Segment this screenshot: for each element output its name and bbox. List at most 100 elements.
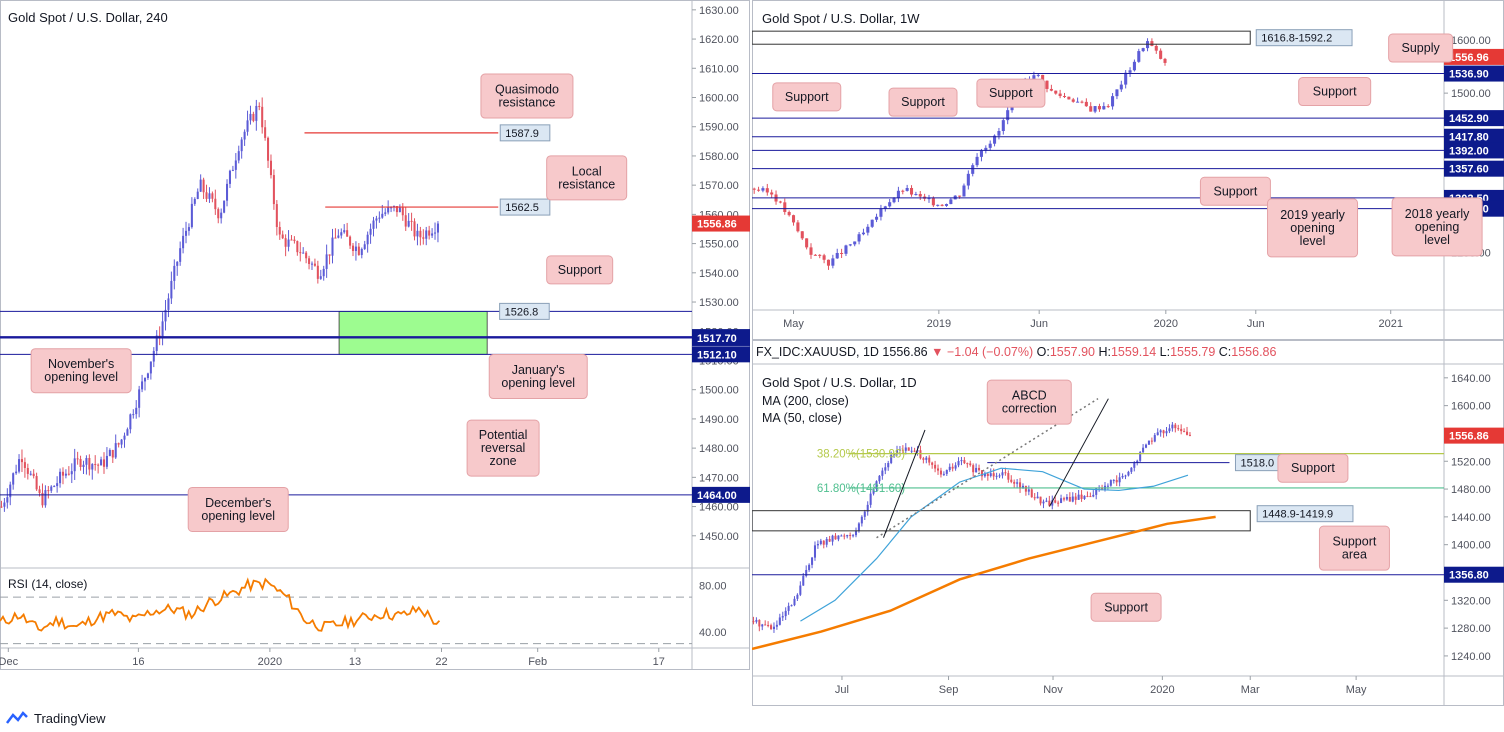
candle-body — [18, 459, 21, 472]
candle-body — [969, 463, 972, 466]
candle-body — [966, 463, 969, 465]
candle-body — [1057, 502, 1060, 504]
candle-body — [428, 230, 431, 236]
candle-body — [1051, 500, 1054, 506]
candle-body — [255, 105, 258, 121]
candle-body — [901, 449, 904, 451]
candle-body — [1019, 482, 1022, 489]
candle-body — [1016, 482, 1019, 484]
annotation-callout-line: level — [1300, 234, 1326, 248]
panel-frame — [752, 340, 1504, 706]
candle-body — [70, 471, 73, 475]
candle-body — [431, 233, 434, 236]
y-tick-label: 1640.00 — [1451, 373, 1491, 385]
candle-body — [1150, 41, 1154, 46]
candle-body — [290, 239, 293, 241]
candle-body — [1054, 500, 1057, 503]
candle-body — [1001, 472, 1004, 476]
candle-body — [305, 252, 308, 259]
candle-body — [791, 215, 796, 223]
candle-body — [796, 594, 799, 599]
candle-body — [337, 235, 340, 238]
candle-body — [143, 378, 147, 382]
level-price-badge — [1444, 142, 1504, 159]
candle-body — [997, 131, 1001, 136]
fib-level-label: 61.80%(1481.60) — [817, 483, 905, 495]
ohlc-header-part: ▼ — [931, 345, 947, 359]
candle-body — [269, 160, 273, 176]
candle-body — [161, 321, 164, 339]
candle-body — [979, 150, 983, 157]
candle-body — [243, 131, 246, 140]
candle-body — [416, 230, 419, 237]
candle-body — [1115, 89, 1119, 97]
candle-body — [102, 459, 106, 467]
candle-body — [790, 605, 793, 607]
candle-body — [1097, 106, 1101, 110]
candle-body — [883, 206, 887, 209]
y-tick-label: 1600.00 — [1451, 35, 1491, 47]
candle-body — [369, 228, 372, 235]
y-tick-label: 1540.00 — [699, 268, 739, 280]
candle-body — [909, 188, 914, 195]
candle-body — [1086, 495, 1089, 497]
candle-body — [0, 506, 3, 508]
candle-body — [117, 443, 120, 445]
candle-body — [50, 486, 53, 491]
candle-body — [971, 165, 975, 174]
chart-title: Gold Spot / U.S. Dollar, 1W — [762, 11, 920, 26]
candle-body — [784, 610, 787, 617]
candle-body — [1136, 460, 1139, 463]
candle-body — [184, 230, 188, 236]
candle-body — [41, 492, 44, 506]
candle-body — [828, 538, 831, 542]
candle-body — [1045, 80, 1049, 89]
annotation-callout-line: Support — [1333, 535, 1377, 549]
candle-body — [881, 470, 884, 476]
x-tick-label: Nov — [1043, 684, 1063, 696]
level-price-badge — [1444, 65, 1504, 82]
current-price-badge-label: 1556.96 — [1449, 52, 1489, 64]
x-tick-label: 22 — [435, 656, 447, 668]
candle-body — [310, 263, 314, 265]
candle-body — [138, 389, 141, 408]
candle-body — [322, 268, 325, 277]
ma-legend-label: MA (50, close) — [762, 411, 842, 425]
annotation-callout-line: Local — [572, 164, 602, 178]
candle-body — [208, 193, 211, 199]
candle-body — [1001, 120, 1005, 132]
candle-body — [1147, 440, 1150, 445]
current-price-badge-label: 1556.86 — [1449, 431, 1489, 443]
candle-body — [960, 460, 963, 462]
candle-body — [176, 261, 179, 266]
candle-body — [1039, 496, 1042, 504]
candle-body — [381, 213, 384, 218]
candle-body — [173, 265, 176, 281]
candle-body — [202, 179, 205, 193]
candle-body — [898, 449, 901, 451]
ma-legend-label: MA (200, close) — [762, 394, 849, 408]
support-area-tag-label: 1448.9-1419.9 — [1262, 509, 1333, 521]
candle-body — [1027, 489, 1030, 492]
candle-body — [401, 207, 404, 216]
candle-body — [1159, 50, 1163, 59]
candle-body — [972, 465, 975, 473]
candle-body — [56, 483, 59, 487]
candle-body — [995, 475, 998, 477]
abcd-leg-line — [1049, 398, 1109, 507]
candle-body — [1071, 496, 1074, 502]
candle-body — [844, 245, 848, 254]
candle-body — [1060, 498, 1063, 503]
candle-body — [76, 458, 79, 460]
candle-body — [978, 467, 981, 471]
candle-body — [436, 223, 439, 233]
annotation-callout — [888, 87, 958, 117]
ohlc-header: FX_IDC:XAUUSD, 1D 1556.86 ▼ −1.04 (−0.07… — [756, 345, 1276, 359]
candle-body — [246, 120, 249, 132]
candle-body — [1127, 471, 1130, 476]
candle-body — [47, 490, 50, 492]
candle-body — [962, 185, 966, 197]
candle-body — [840, 535, 843, 537]
candle-body — [170, 280, 173, 299]
candle-body — [1111, 96, 1115, 107]
